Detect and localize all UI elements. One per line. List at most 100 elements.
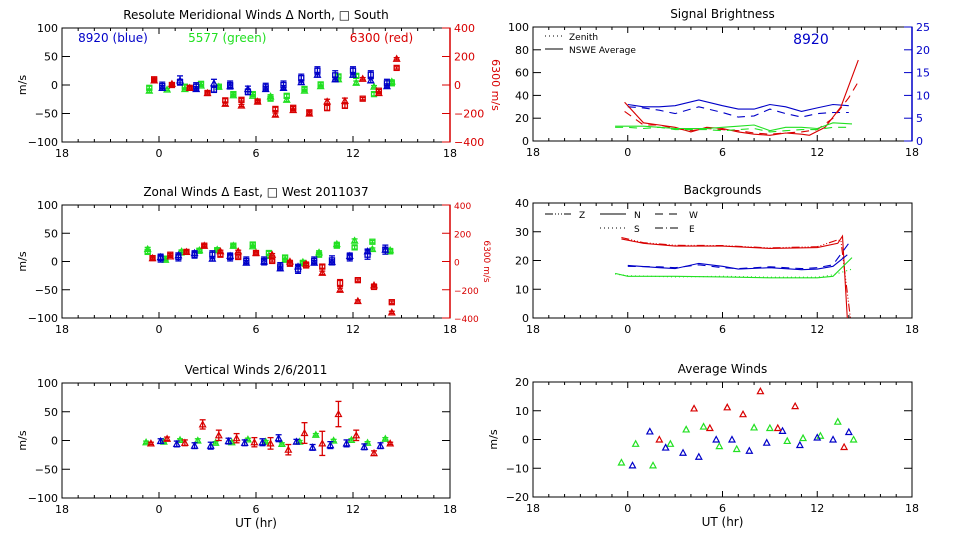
data-point [386,439,395,447]
data-point [274,433,283,443]
series-5577-s [615,268,853,278]
plot-frame [532,26,913,142]
x-tick-label: 0 [624,502,631,515]
triangle-marker [214,82,223,90]
data-point [816,431,825,439]
data-point [300,422,309,445]
data-point [319,263,326,270]
x-tick-label: 18 [905,323,919,336]
data-point [327,257,336,266]
data-point [240,438,249,447]
triangle-marker [193,436,202,444]
data-point [166,252,175,260]
data-point [783,436,792,445]
triangle-marker [145,86,154,94]
triangle-marker [705,423,714,432]
data-point [185,83,194,91]
right-y-tick-label: 0 [916,135,923,148]
data-point [289,105,298,114]
data-point [649,461,658,469]
triangle-marker [791,401,800,410]
data-point [198,419,207,430]
data-point [237,101,246,109]
triangle-marker [331,75,340,83]
legend-entry: 8920 (blue) [78,31,148,45]
y-tick-label: 50 [44,51,58,64]
right-y-tick-label: 0 [454,79,461,92]
right-y-tick-label: 200 [454,51,475,64]
triangle-marker [342,439,351,447]
triangle-marker [799,433,808,442]
triangle-marker [234,247,243,255]
data-point [366,76,375,84]
triangle-marker [682,425,691,433]
data-point [234,247,243,255]
chart-title: Signal Brightness [670,7,775,21]
triangle-marker [237,101,246,109]
triangle-marker [156,252,165,261]
x-tick-label: 18 [526,146,540,159]
triangle-marker [813,433,822,441]
x-tick-label: 12 [810,502,824,515]
triangle-marker [392,54,401,62]
triangle-marker [229,91,238,99]
data-point [679,448,688,456]
y-tick-label: 100 [37,22,58,35]
triangle-marker [366,76,375,84]
data-point [833,417,842,425]
y-tick-label: 40 [515,89,529,102]
data-point [799,433,808,442]
triangle-marker [300,86,309,94]
chart-title: Resolute Meridional Winds Δ North, □ Sou… [123,8,389,22]
x-tick-label: 18 [55,323,69,336]
square-marker [176,79,184,86]
data-point [156,436,165,445]
triangle-marker [261,84,270,93]
series-8920-blue- [158,66,391,96]
square-marker [336,279,344,287]
data-point [353,296,362,305]
series-8920-n [627,254,848,271]
square-marker [323,104,331,111]
data-point [370,448,379,457]
data-point [332,239,341,248]
triangle-marker [284,445,293,453]
series-5577-green- [142,430,390,448]
data-point [376,441,385,450]
triangle-marker [386,439,395,447]
square-marker [351,244,358,251]
x-tick-label: 0 [156,503,163,516]
data-point [392,54,401,62]
x-tick-label: 18 [526,323,540,336]
triangle-marker [279,83,288,91]
data-point [739,409,748,418]
data-point [206,441,215,450]
series-6300-nswe-average [624,59,859,136]
triangle-marker [206,441,215,449]
right-y-tick-label: 15 [916,67,930,80]
data-point [203,88,212,97]
data-point [762,438,771,446]
x-tick-label: 0 [156,147,163,160]
triangle-marker [190,248,199,257]
x-tick-label: 18 [443,503,457,516]
data-point [350,236,359,244]
triangle-marker [258,437,267,446]
triangle-marker [292,437,301,445]
triangle-marker [302,259,311,267]
triangle-marker [251,248,261,257]
data-point [829,435,838,443]
series-5577-nswe-average [615,122,853,132]
triangle-marker [334,409,343,418]
data-point [334,400,343,428]
triangle-marker [192,84,201,93]
triangle-marker [387,308,396,316]
y-tick-label: 80 [515,44,529,57]
data-point [310,258,319,266]
y-tick-label: −100 [28,136,58,149]
square-marker [354,276,362,284]
triangle-marker [297,77,306,86]
data-point [323,97,332,105]
data-point [694,452,703,460]
